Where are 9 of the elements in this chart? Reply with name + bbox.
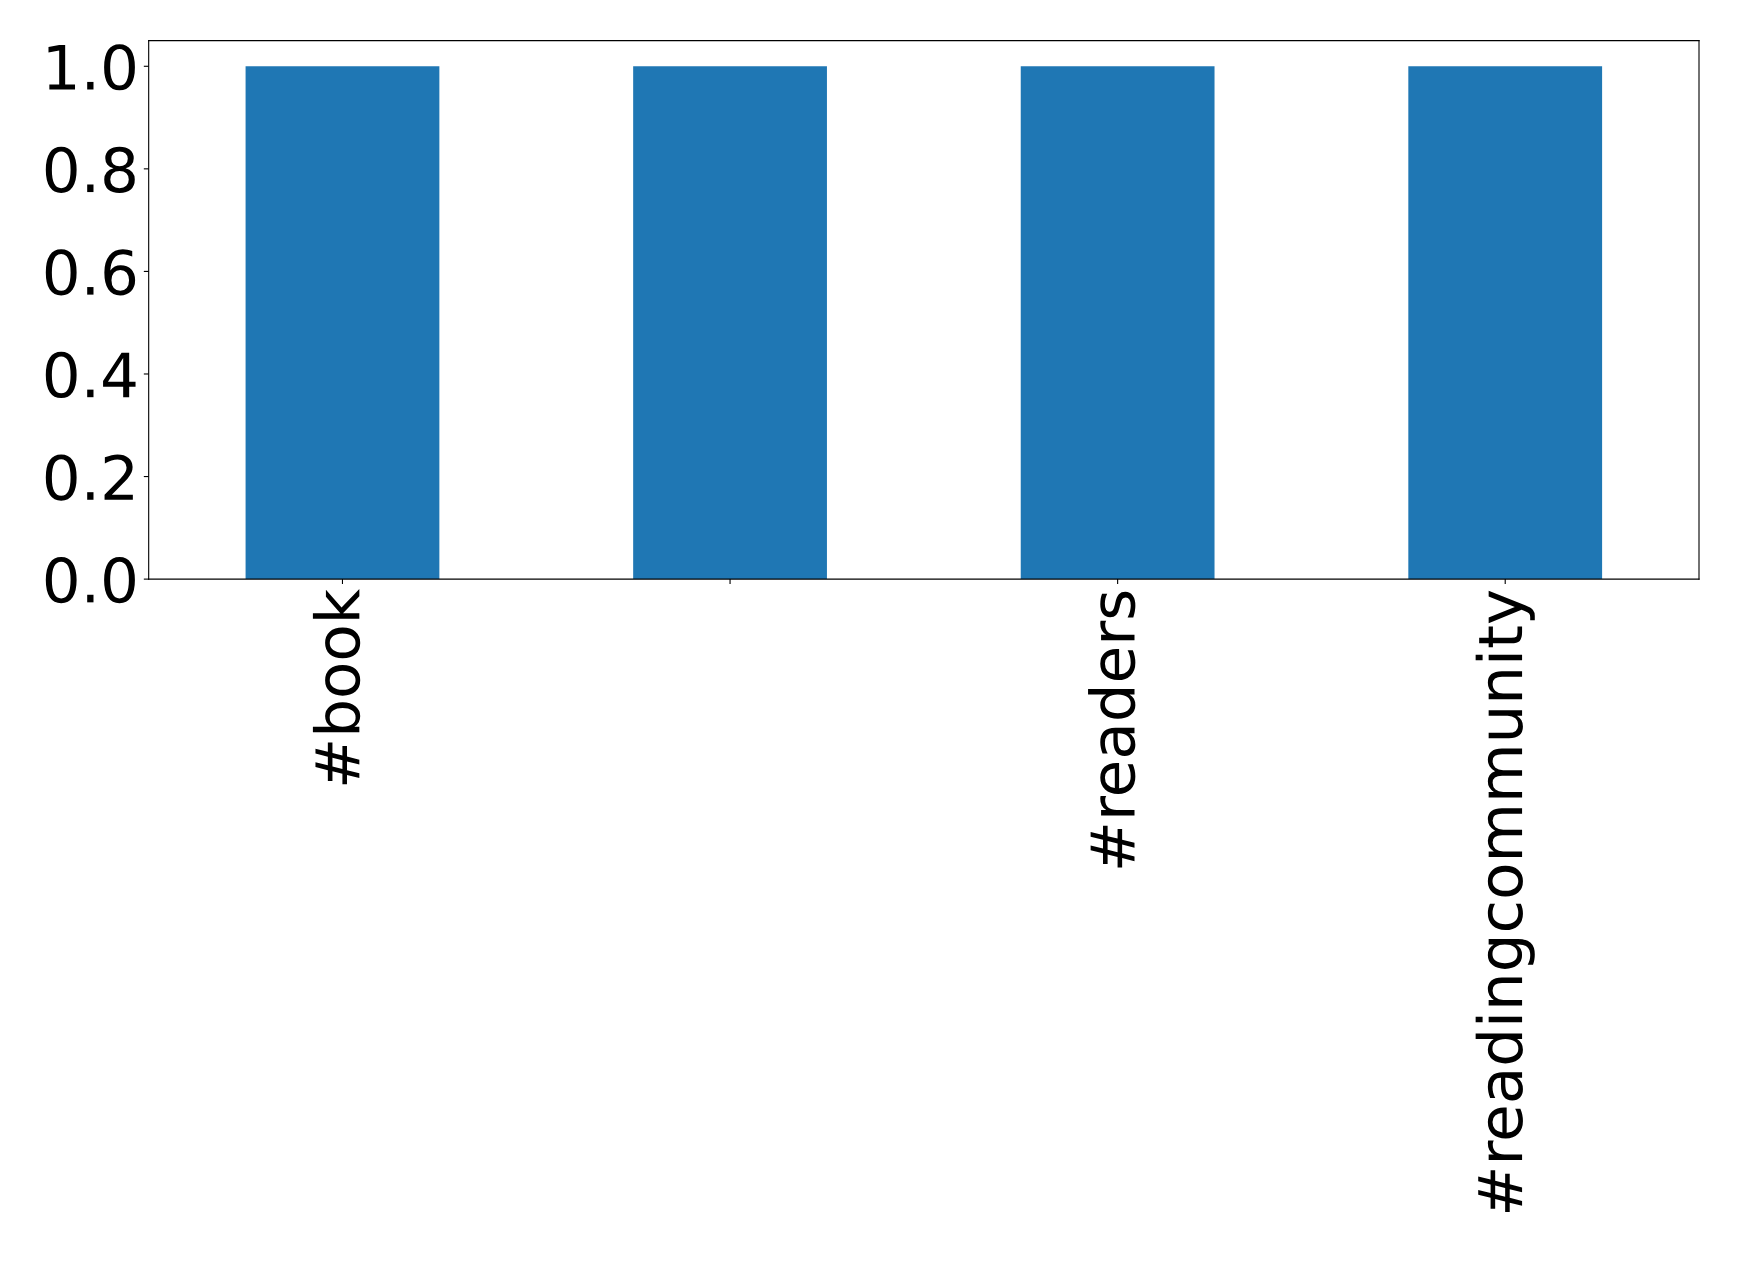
y-tick-label: 1.0 — [48, 44, 135, 91]
x-tick-label: #readers — [1088, 591, 1136, 868]
x-tick-label: #book — [312, 589, 361, 785]
y-tick-label: 0.2 — [45, 454, 133, 501]
y-tick-label: 0.8 — [45, 146, 135, 193]
y-tick-label: 0.4 — [45, 351, 136, 399]
y-tick-label: 0.6 — [45, 249, 136, 296]
y-tick-label: 0.0 — [45, 556, 135, 604]
x-tick-label: #readingcommunity — [1475, 590, 1535, 1213]
